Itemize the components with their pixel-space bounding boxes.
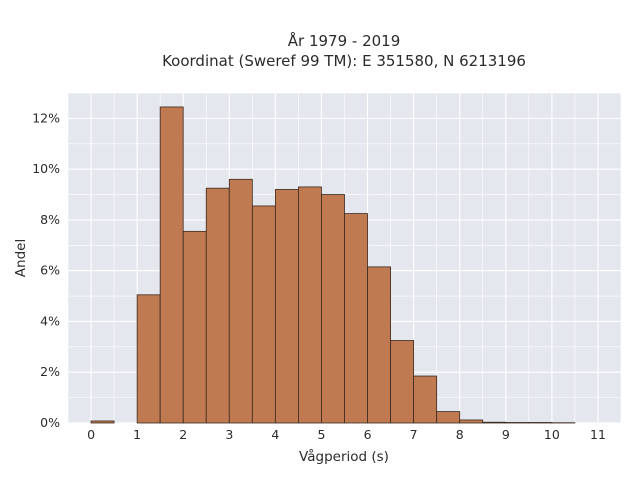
- x-tick-label: 6: [364, 427, 372, 442]
- x-tick-label: 5: [317, 427, 325, 442]
- x-tick-label: 3: [225, 427, 233, 442]
- y-tick-label: 8%: [40, 212, 60, 227]
- x-tick-label: 0: [87, 427, 95, 442]
- histogram-bar: [390, 340, 415, 424]
- histogram-bar: [136, 294, 161, 424]
- histogram-bar: [344, 213, 368, 424]
- histogram-bar: [436, 411, 461, 424]
- y-tick-label: 2%: [40, 364, 60, 379]
- histogram-bar: [274, 189, 299, 424]
- x-tick-label: 8: [456, 427, 464, 442]
- histogram-bar: [251, 205, 276, 424]
- x-tick-label: 2: [179, 427, 187, 442]
- histogram-bar: [159, 106, 184, 424]
- histogram-bar: [459, 419, 484, 424]
- histogram-bar: [228, 178, 253, 424]
- histogram-bar: [298, 186, 322, 424]
- x-tick-label: 4: [271, 427, 279, 442]
- histogram-bar: [205, 187, 230, 424]
- bars-group: [90, 106, 576, 424]
- histogram-bar: [90, 420, 115, 424]
- x-axis-label: Vågperiod (s): [299, 448, 389, 465]
- histogram-bar: [505, 422, 530, 424]
- x-tick-labels: 0 1 2 3 4 5 6 7 8 9 10 11: [87, 427, 606, 442]
- y-tick-label: 6%: [40, 263, 60, 278]
- histogram-bar: [413, 375, 438, 424]
- y-tick-label: 12%: [32, 110, 60, 125]
- y-axis-label: Andel: [13, 239, 29, 277]
- histogram-bar: [321, 194, 345, 424]
- x-tick-label: 10: [544, 427, 560, 442]
- x-tick-label: 7: [410, 427, 418, 442]
- histogram-bar: [482, 421, 507, 424]
- chart-subtitle: Koordinat (Sweref 99 TM): E 351580, N 62…: [162, 52, 526, 70]
- x-tick-label: 9: [502, 427, 510, 442]
- y-tick-labels: 0% 2% 4% 6% 8% 10% 12%: [32, 110, 60, 430]
- y-tick-label: 4%: [40, 313, 60, 328]
- histogram-bar: [367, 266, 391, 424]
- histogram-bar: [182, 230, 207, 424]
- histogram-bar: [528, 422, 553, 424]
- y-tick-label: 0%: [40, 415, 60, 430]
- x-tick-label: 1: [133, 427, 141, 442]
- chart-title: År 1979 - 2019: [288, 31, 401, 50]
- y-tick-label: 10%: [32, 161, 60, 176]
- x-tick-label: 11: [590, 427, 606, 442]
